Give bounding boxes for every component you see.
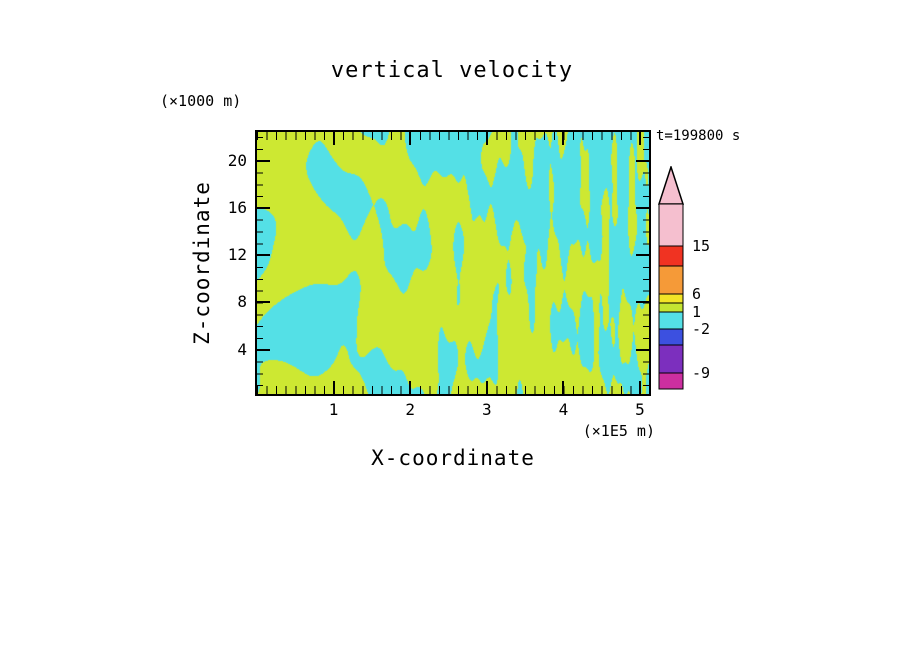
- y-major-tick: [257, 301, 270, 304]
- y-major-tick: [257, 254, 270, 257]
- colorbar-level-label: -9: [692, 364, 711, 382]
- x-tick-label: 2: [405, 400, 415, 419]
- colorbar: 15 6 1 -2 -9: [657, 164, 750, 406]
- x-major-tick: [639, 381, 641, 394]
- y-major-tick: [257, 159, 270, 162]
- colorbar-level-label: 15: [692, 237, 711, 255]
- x-major-tick: [562, 381, 565, 394]
- x-axis-unit-label: (×1E5 m): [582, 422, 655, 440]
- x-major-tick: [409, 381, 412, 394]
- x-axis-title: X-coordinate: [371, 446, 535, 470]
- plot-title: vertical velocity: [330, 58, 574, 83]
- colorbar-level-label: 6: [692, 285, 702, 303]
- y-major-tick: [636, 159, 649, 162]
- y-major-tick: [257, 206, 270, 209]
- colorbar-scale: [657, 164, 685, 390]
- y-major-tick: [636, 348, 649, 351]
- x-tick-label: 1: [328, 400, 339, 419]
- minor-ticks-bottom: [257, 386, 649, 394]
- x-tick-label: 3: [481, 400, 492, 419]
- timestamp-label: t=199800 s: [656, 128, 741, 144]
- x-major-tick: [562, 132, 565, 145]
- x-major-tick: [485, 132, 488, 145]
- y-tick-label: 20: [227, 150, 247, 170]
- x-tick-label: 5: [635, 400, 645, 419]
- x-tick-label: 4: [558, 400, 569, 419]
- minor-ticks-left: [257, 137, 263, 394]
- x-major-tick: [485, 381, 488, 394]
- y-major-tick: [257, 348, 270, 351]
- y-tick-label: 12: [227, 245, 247, 265]
- x-major-tick: [332, 381, 335, 394]
- minor-ticks-right: [643, 137, 649, 394]
- y-axis-unit-label: (×1000 m): [160, 92, 242, 110]
- heatmap-canvas: [257, 132, 649, 394]
- x-major-tick: [409, 132, 412, 145]
- y-major-tick: [636, 254, 649, 257]
- colorbar-level-label: 1: [692, 303, 702, 321]
- plot-frame: [255, 130, 651, 396]
- x-major-tick: [639, 132, 641, 145]
- colorbar-level-label: -2: [692, 320, 711, 338]
- y-tick-label: 8: [237, 292, 247, 312]
- y-tick-label: 16: [227, 197, 247, 217]
- y-major-tick: [636, 301, 649, 304]
- y-tick-label: 4: [237, 339, 247, 359]
- x-major-tick: [332, 132, 335, 145]
- y-major-tick: [636, 206, 649, 209]
- minor-ticks-top: [257, 132, 649, 140]
